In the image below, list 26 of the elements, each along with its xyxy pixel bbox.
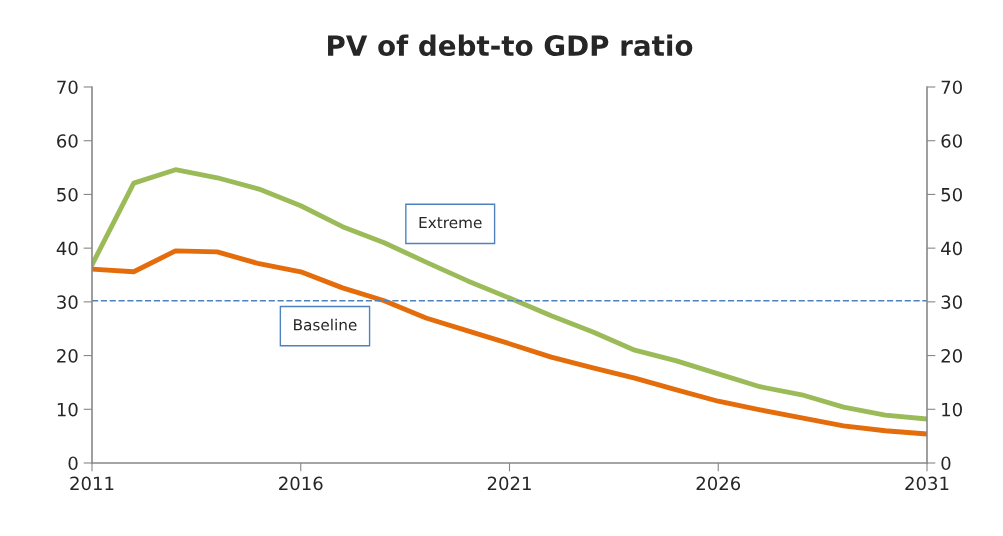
y-tick-label: 0 — [68, 456, 78, 471]
y-tick-label: 70 — [57, 80, 78, 95]
x-tick-label: 2021 — [487, 476, 531, 491]
line-series — [92, 167, 927, 422]
series-label: Extreme — [419, 216, 482, 229]
x-tick-label: 2026 — [696, 476, 741, 491]
x-tick-label: 2016 — [279, 476, 323, 491]
y-tick-label: 60 — [57, 134, 78, 148]
y2-tick-label: 40 — [941, 241, 962, 256]
x-tick-label: 2011 — [70, 476, 114, 491]
y2-tick-label: 0 — [941, 456, 951, 471]
y-tick-label: 20 — [57, 349, 78, 363]
y2-tick-label: 50 — [941, 187, 962, 202]
y2-tick-label: 20 — [941, 349, 962, 363]
y-tick-label: 30 — [57, 295, 78, 309]
y2-tick-label: 70 — [941, 80, 962, 95]
y2-tick-label: 10 — [942, 402, 962, 417]
line-series — [92, 248, 927, 437]
chart-title: PV of debt-to GDP ratio — [328, 34, 693, 57]
y2-tick-label: 60 — [941, 134, 962, 148]
x-tick-label: 2031 — [905, 476, 949, 491]
y-tick-label: 50 — [57, 187, 78, 202]
series-label: Baseline — [294, 318, 357, 331]
y-tick-label: 10 — [57, 402, 78, 417]
y2-tick-label: 30 — [941, 295, 962, 309]
y-tick-label: 40 — [56, 241, 78, 256]
